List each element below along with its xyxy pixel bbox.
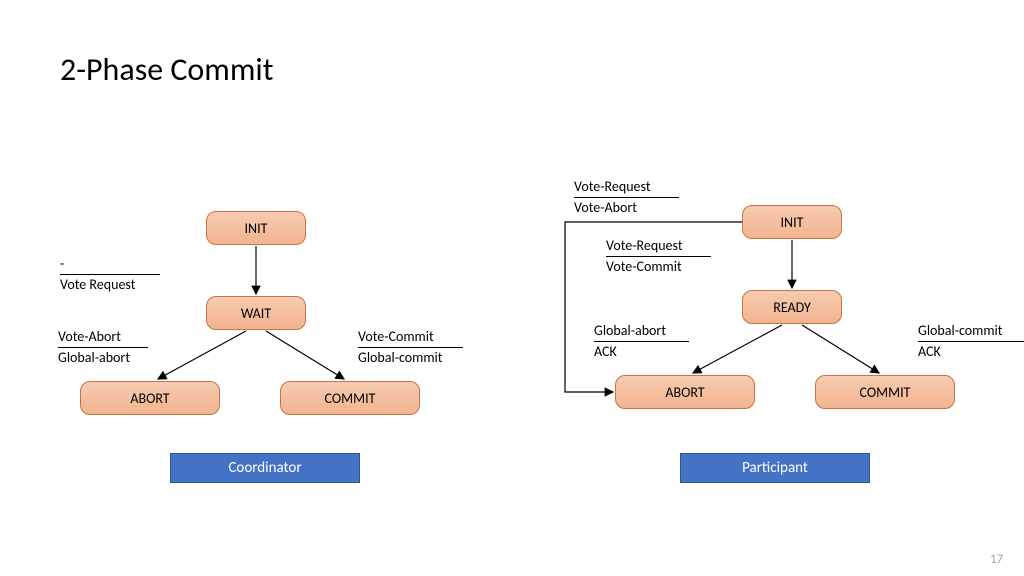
label-line2: Global-abort [58,349,148,367]
part-init-node: INIT [742,205,842,239]
label-line2: Vote-Abort [574,199,679,217]
label-line2: Vote Request [60,276,160,294]
label-line1: Vote-Request [574,178,679,196]
coord-abort-node: ABORT [80,381,220,415]
coord-wait-node: WAIT [206,296,306,330]
label-rule [594,341,689,342]
label-line1: Global-abort [594,322,689,340]
coord-commit-node: COMMIT [280,381,420,415]
label-rule [574,197,679,198]
label-line2: ACK [594,343,689,361]
part-label-req-commit: Vote-Request Vote-Commit [606,237,711,276]
part-label-global-commit: Global-commit ACK [918,322,1024,361]
label-rule [606,256,711,257]
part-label-req-abort: Vote-Request Vote-Abort [574,178,679,217]
label-line1: Vote-Abort [58,328,148,346]
label-line1: Global-commit [918,322,1024,340]
coord-label-vote-request: - Vote Request [60,255,160,294]
label-line1: Vote-Commit [358,328,463,346]
coordinator-caption: Coordinator [170,453,360,483]
label-line1: Vote-Request [606,237,711,255]
label-line2: ACK [918,343,1024,361]
participant-caption: Participant [680,453,870,483]
part-ready-node: READY [742,290,842,324]
coord-label-vote-abort: Vote-Abort Global-abort [58,328,148,367]
label-rule [918,341,1024,342]
label-rule [58,347,148,348]
page-title: 2-Phase Commit [60,50,273,89]
part-abort-node: ABORT [615,375,755,409]
label-rule [358,347,463,348]
coord-init-node: INIT [206,211,306,245]
label-line2: Global-commit [358,349,463,367]
page-number: 17 [990,552,1003,567]
label-line1: - [60,255,160,273]
part-label-global-abort: Global-abort ACK [594,322,689,361]
part-commit-node: COMMIT [815,375,955,409]
label-rule [60,274,160,275]
label-line2: Vote-Commit [606,258,711,276]
coord-label-vote-commit: Vote-Commit Global-commit [358,328,463,367]
